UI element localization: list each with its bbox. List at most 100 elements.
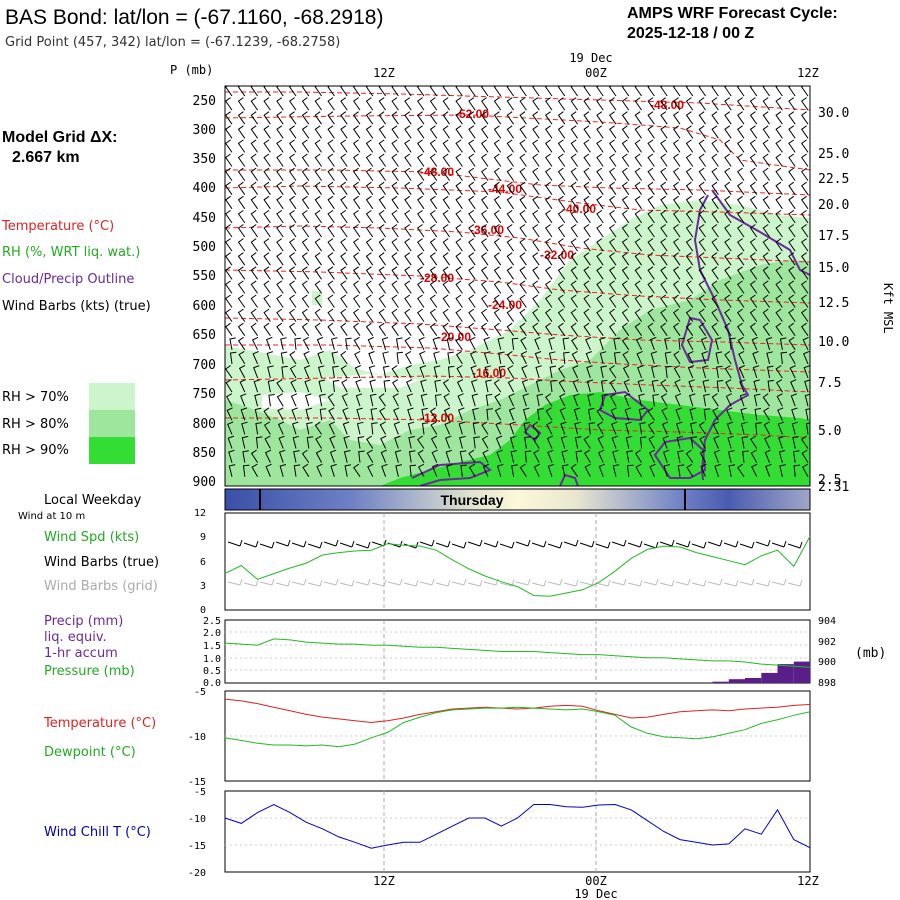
wind-barb	[685, 280, 694, 294]
wind-barb	[481, 181, 489, 195]
wind-barb	[698, 139, 707, 153]
wind-barb	[609, 181, 617, 195]
wind-barb	[276, 209, 284, 224]
chill-ytick: -20	[188, 868, 206, 879]
wind-barb	[739, 393, 747, 407]
wind-barb	[456, 379, 464, 393]
cross-section-wind-barbs	[225, 86, 810, 477]
surface-wind-barb	[547, 541, 563, 549]
wind-barb	[698, 195, 707, 210]
wind-barb	[327, 167, 335, 181]
wind-barb	[327, 266, 335, 280]
wind-barb	[368, 351, 375, 365]
precip-ytick: 2.5	[203, 616, 221, 627]
wind-barb	[609, 224, 617, 238]
wind-barb	[533, 463, 541, 477]
wind-barb	[240, 407, 248, 421]
wind-barb	[775, 125, 783, 139]
wind-barb	[289, 139, 297, 153]
wind-barb	[391, 308, 399, 322]
wind-barb	[391, 181, 399, 195]
legend-rh80-label: RH > 80%	[2, 417, 69, 432]
wind-barb	[575, 450, 583, 463]
surface-wind-barb	[419, 539, 435, 547]
precip-ytick: 0.5	[203, 666, 221, 677]
wind-barb	[391, 139, 399, 153]
wind-barb	[698, 224, 707, 238]
wind-barb	[290, 393, 298, 407]
wind-barb	[268, 394, 275, 407]
wind-barb	[473, 436, 480, 449]
surface-wind-barb	[643, 578, 659, 586]
wind-barb	[293, 464, 301, 477]
wind-barb	[253, 365, 260, 379]
pressure-tick: 500	[193, 240, 216, 255]
wind-barb	[417, 280, 425, 294]
wind-barb	[263, 308, 271, 322]
wind-speed-line	[224, 536, 811, 597]
wind-barb	[481, 294, 489, 308]
wind-barb	[314, 181, 323, 195]
surface-wind-barb	[579, 540, 595, 548]
wind-barb	[301, 167, 310, 181]
wind-barb	[394, 435, 401, 449]
wind-barb	[788, 209, 796, 224]
wind-barb	[700, 463, 707, 477]
wind-barb	[314, 111, 323, 125]
dewpoint-label: Dewpoint (°C)	[44, 745, 136, 760]
wind-barb	[801, 111, 809, 125]
surface-wind-barb	[339, 540, 355, 548]
wind-barb	[371, 422, 378, 435]
wind-barb	[664, 337, 671, 350]
wind-barb	[225, 252, 233, 266]
surface-wind-barb	[451, 541, 467, 549]
wind-barb	[314, 195, 323, 210]
wind-barb	[417, 322, 425, 336]
wind-barb	[698, 294, 707, 308]
wind-barb	[737, 308, 745, 322]
wind-barb	[571, 336, 579, 351]
wind-barb	[803, 365, 810, 379]
wind-barb	[314, 125, 323, 139]
precip-bar	[745, 678, 762, 683]
wind-barb	[586, 365, 593, 379]
wind-barb	[766, 351, 773, 365]
wind-barb	[545, 86, 553, 97]
wind-barb	[353, 224, 361, 238]
wind-barb	[599, 351, 607, 365]
wind-barb	[749, 252, 758, 266]
wind-barb	[291, 407, 298, 421]
wind-barb	[380, 435, 387, 449]
wind-barb	[289, 86, 297, 97]
wind-barb	[481, 139, 489, 153]
wind-barb	[775, 308, 783, 322]
wind-barb	[434, 394, 442, 407]
wind-barb	[264, 435, 271, 449]
wind-barb	[647, 266, 655, 280]
wind-barb	[711, 139, 719, 153]
wind-barb	[417, 252, 425, 266]
wind-barb	[481, 195, 489, 210]
wind-barb	[711, 86, 719, 97]
wind-barb	[674, 393, 682, 407]
wind-barb	[225, 111, 233, 125]
wind-barb	[506, 322, 515, 336]
wind-barb	[250, 224, 259, 238]
wind-barb	[789, 350, 796, 365]
wind-barb	[391, 111, 399, 125]
wind-barb	[597, 421, 604, 435]
wind-barb	[391, 280, 399, 294]
wind-barb	[263, 266, 271, 280]
wind-barb	[801, 308, 809, 322]
wind-barb	[506, 97, 515, 111]
wind-barb	[263, 195, 271, 210]
weekday-subtitle: Wind at 10 m	[18, 511, 85, 522]
wind-barb	[677, 450, 684, 463]
wind-barb	[638, 393, 645, 407]
wind-barb	[673, 167, 681, 181]
wind-barb	[777, 407, 784, 421]
wind-barb	[583, 322, 591, 336]
wind-barb	[443, 393, 451, 407]
height-tick: 17.5	[818, 229, 849, 244]
wind-barb	[789, 365, 796, 379]
